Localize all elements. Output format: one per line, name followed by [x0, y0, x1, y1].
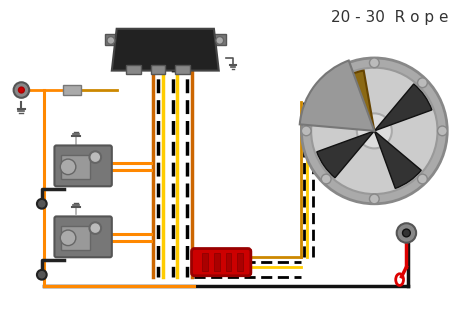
Bar [151, 65, 165, 75]
FancyBboxPatch shape [55, 145, 112, 186]
Bar [175, 65, 190, 75]
Circle shape [18, 87, 24, 93]
Bar [226, 253, 231, 271]
Circle shape [369, 194, 379, 204]
Bar [63, 85, 81, 95]
Circle shape [321, 174, 331, 184]
Circle shape [60, 230, 76, 245]
Wedge shape [300, 60, 374, 131]
Circle shape [402, 229, 410, 237]
Bar [214, 253, 220, 271]
Circle shape [311, 68, 438, 194]
Circle shape [321, 78, 331, 88]
Wedge shape [317, 70, 374, 131]
Circle shape [90, 222, 101, 234]
Bar [202, 253, 208, 271]
Bar [127, 65, 141, 75]
Circle shape [14, 82, 29, 98]
Bar [237, 253, 243, 271]
Polygon shape [112, 29, 219, 71]
Wedge shape [374, 131, 421, 188]
Circle shape [216, 36, 224, 44]
FancyBboxPatch shape [55, 216, 112, 257]
Circle shape [369, 58, 379, 68]
Circle shape [357, 113, 392, 148]
Circle shape [438, 126, 447, 136]
Circle shape [418, 174, 428, 184]
FancyBboxPatch shape [191, 248, 251, 276]
Circle shape [301, 58, 447, 204]
Circle shape [397, 223, 416, 243]
Circle shape [418, 78, 428, 88]
Circle shape [37, 270, 46, 280]
Wedge shape [374, 84, 432, 131]
Bar [61, 226, 91, 250]
Text: 20 - 30  R o p e: 20 - 30 R o p e [330, 10, 448, 25]
Circle shape [37, 199, 46, 209]
Wedge shape [317, 131, 374, 178]
Bar [105, 34, 117, 45]
Circle shape [301, 126, 311, 136]
Circle shape [60, 159, 76, 175]
Bar [214, 34, 226, 45]
Circle shape [107, 36, 115, 44]
Circle shape [90, 151, 101, 163]
Bar [61, 155, 91, 180]
